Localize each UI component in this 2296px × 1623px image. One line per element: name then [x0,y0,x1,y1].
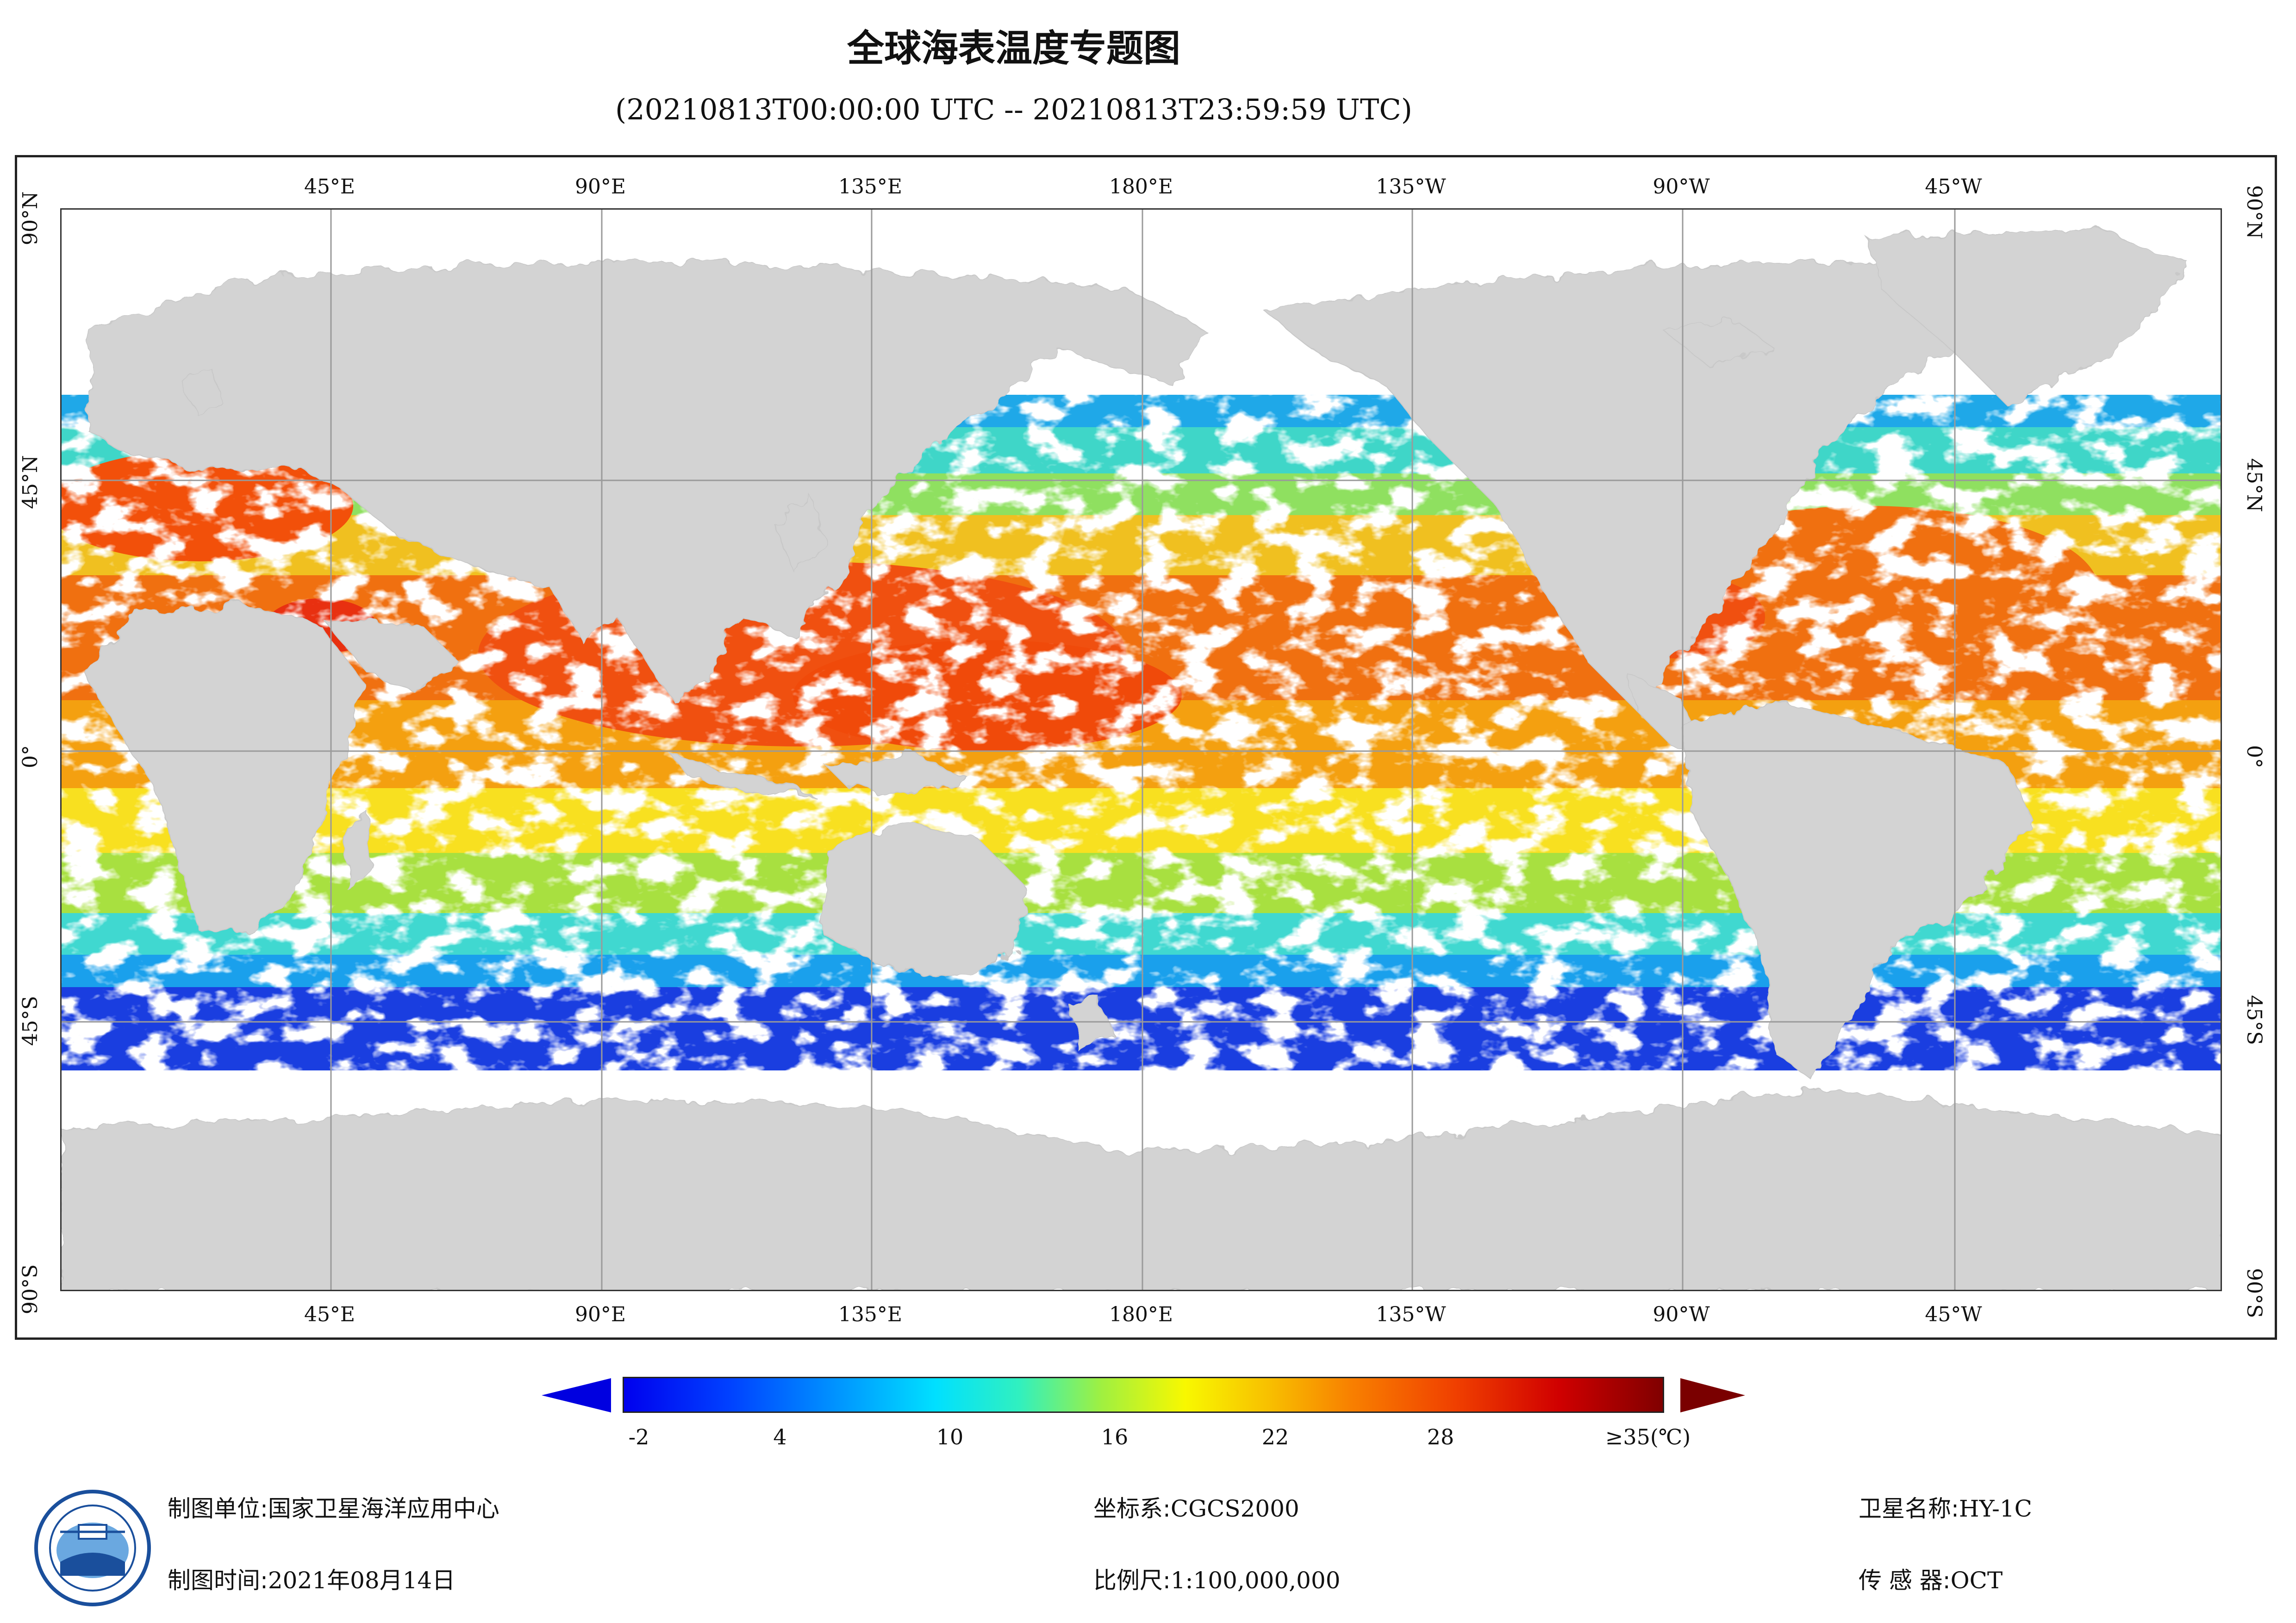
lon-label-top: 45°W [1925,175,1982,199]
lon-label-top: 45°E [304,175,356,199]
colorbar-tick: 16 [1101,1424,1129,1449]
lon-label-bottom: 135°W [1376,1303,1446,1326]
lat-label-right: 45°S [2242,995,2266,1045]
colorbar-max-label: ≥35(℃) [1605,1424,1691,1449]
colorbar-tick: -2 [628,1424,649,1449]
lon-label-bottom: 90°W [1653,1303,1710,1326]
satellite-name: 卫星名称:HY-1C [1859,1490,2032,1524]
crs-value: CGCS2000 [1170,1495,1299,1522]
map-scale: 比例尺:1:100,000,000 [1093,1562,1341,1595]
lat-label-right: 90°S [2242,1268,2266,1318]
colorbar-tick: 4 [773,1424,787,1449]
scale-value: 1:100,000,000 [1170,1567,1341,1594]
colorbar-tick: 28 [1427,1424,1454,1449]
lat-label-left: 90°S [19,1264,42,1314]
mapping-time: 制图时间:2021年08月14日 [168,1562,455,1595]
satellite-label: 卫星名称: [1859,1495,1959,1522]
sensor-name: 传 感 器:OCT [1859,1562,2003,1595]
lon-label-top: 90°E [574,175,626,199]
mapping-unit: 制图单位:国家卫星海洋应用中心 [168,1490,499,1524]
lon-label-top: 90°W [1653,175,1710,199]
lat-label-left: 45°N [19,455,42,510]
lon-label-bottom: 90°E [574,1303,626,1326]
colorbar-max-arrow [1680,1378,1745,1412]
colorbar-min-arrow [542,1378,611,1412]
mapping-unit-value: 国家卫星海洋应用中心 [268,1495,499,1522]
nsoas-logo [34,1490,151,1606]
mapping-unit-label: 制图单位: [168,1495,268,1522]
map-subtitle-time-range: (20210813T00:00:00 UTC -- 20210813T23:59… [615,93,1412,126]
lat-label-left: 90°N [19,191,42,246]
colorbar-tick: 22 [1261,1424,1289,1449]
colorbar-arrows [542,1378,1745,1412]
mapping-time-label: 制图时间: [168,1567,268,1594]
map-title: 全球海表温度专题图 [847,27,1180,70]
lon-label-top: 135°E [838,175,903,199]
lon-label-top: 135°W [1376,175,1446,199]
sst-map [60,208,2222,1291]
lon-label-bottom: 45°E [304,1303,356,1326]
lat-label-right: 45°N [2242,458,2266,512]
map-frame [15,155,2277,1340]
lat-label-left: 45°S [19,995,42,1046]
sensor-value: OCT [1950,1567,2003,1594]
sst-map-canvas [62,210,2221,1290]
sensor-label: 传 感 器: [1859,1567,1951,1594]
satellite-value: HY-1C [1959,1495,2032,1522]
lon-label-bottom: 45°W [1925,1303,1982,1326]
lon-label-top: 180°E [1109,175,1173,199]
lat-label-left: 0° [19,745,42,768]
lon-label-bottom: 180°E [1109,1303,1173,1326]
graticule [62,210,2221,1290]
scale-label: 比例尺: [1093,1567,1171,1594]
crs-label: 坐标系: [1093,1495,1171,1522]
coordinate-system: 坐标系:CGCS2000 [1093,1490,1299,1524]
lat-label-right: 0° [2242,745,2266,768]
mapping-time-value: 2021年08月14日 [268,1567,455,1594]
lat-label-right: 90°N [2242,185,2266,239]
colorbar-tick: 10 [936,1424,964,1449]
sst-colorbar [623,1377,1664,1413]
lon-label-bottom: 135°E [838,1303,903,1326]
